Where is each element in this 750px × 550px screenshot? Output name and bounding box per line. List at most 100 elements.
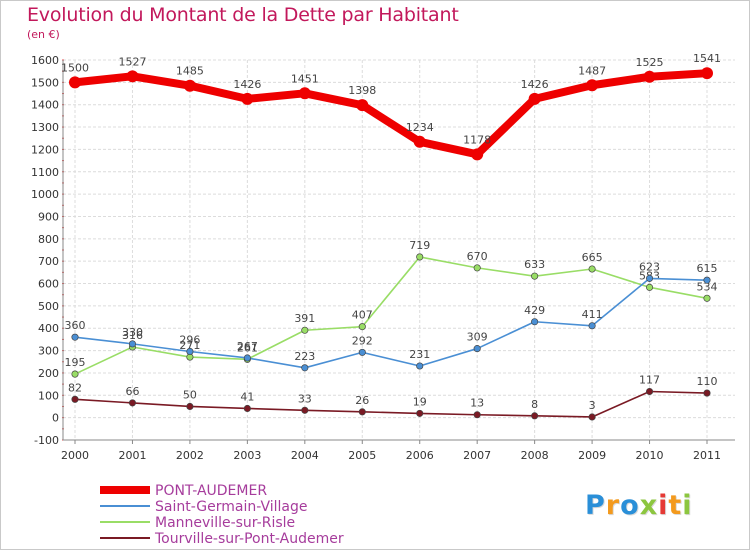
- series-point-1: [416, 362, 424, 370]
- data-label-3: 110: [697, 375, 718, 388]
- series-point-1: [703, 276, 711, 284]
- data-label-1: 267: [237, 340, 258, 353]
- logo-letter: x: [639, 490, 659, 521]
- chart-title: Evolution du Montant de la Dette par Hab…: [27, 4, 459, 26]
- y-tick-label: 1000: [31, 188, 59, 201]
- series-point-3: [243, 404, 251, 413]
- series-point-0: [69, 76, 81, 89]
- data-label-2: 665: [582, 251, 603, 264]
- data-label-2: 534: [697, 280, 718, 293]
- series-point-1: [243, 354, 251, 362]
- data-label-2: 261: [237, 341, 258, 354]
- y-tick-label: -100: [34, 434, 59, 447]
- series-point-0: [298, 87, 311, 100]
- logo-letter: i: [682, 490, 693, 521]
- logo-letter: o: [620, 490, 640, 521]
- data-label-3: 3: [589, 399, 596, 412]
- data-label-2: 719: [409, 239, 430, 252]
- x-tick-label: 2011: [693, 449, 721, 462]
- logo-letter: P: [585, 490, 606, 521]
- data-label-3: 13: [470, 397, 484, 410]
- data-label-0: 1234: [406, 121, 434, 134]
- x-tick-label: 2000: [61, 449, 89, 462]
- y-tick-label: 300: [38, 345, 59, 358]
- series-point-3: [531, 412, 539, 420]
- data-label-3: 8: [531, 398, 538, 411]
- legend-label: Tourville-sur-Pont-Audemer: [154, 531, 344, 547]
- data-label-1: 360: [65, 319, 86, 332]
- data-label-2: 391: [294, 312, 315, 325]
- series-point-3: [588, 413, 596, 421]
- series-point-0: [126, 70, 139, 83]
- x-tick-label: 2006: [406, 449, 434, 462]
- series-point-1: [128, 340, 137, 348]
- series-point-0: [528, 92, 541, 105]
- series-point-0: [643, 70, 656, 83]
- data-label-3: 19: [413, 395, 427, 408]
- x-tick-label: 2001: [118, 449, 146, 462]
- series-point-0: [586, 79, 599, 92]
- plot-area: [63, 60, 735, 440]
- data-label-2: 316: [122, 329, 143, 342]
- series-point-2: [703, 294, 711, 302]
- y-tick-label: 1200: [31, 143, 59, 156]
- data-label-3: 117: [639, 373, 660, 386]
- data-label-0: 1527: [118, 55, 146, 68]
- data-label-0: 1525: [636, 56, 664, 69]
- series-point-2: [301, 326, 309, 334]
- y-tick-label: 800: [38, 233, 59, 246]
- y-tick-label: 700: [38, 255, 59, 268]
- data-label-1: 231: [409, 348, 430, 361]
- data-label-2: 271: [179, 339, 200, 352]
- x-tick-label: 2007: [463, 449, 491, 462]
- legend-label: Manneville-sur-Risle: [155, 515, 295, 531]
- series-line-0: [71, 69, 711, 159]
- series-point-3: [645, 387, 654, 396]
- x-tick-label: 2009: [578, 449, 606, 462]
- data-label-1: 623: [639, 260, 660, 273]
- data-label-0: 1500: [61, 61, 89, 74]
- series-point-0: [471, 148, 484, 161]
- series-point-2: [531, 272, 539, 280]
- y-tick-label: 1300: [31, 121, 59, 134]
- data-label-0: 1487: [578, 64, 606, 77]
- series-line-1: [74, 277, 708, 369]
- x-tick-label: 2005: [348, 449, 376, 462]
- series-point-3: [71, 395, 79, 403]
- series-point-2: [588, 265, 596, 273]
- y-tick-label: 600: [38, 278, 59, 291]
- y-tick-label: 1100: [31, 166, 59, 179]
- data-label-1: 411: [582, 308, 603, 321]
- series-point-3: [301, 406, 309, 414]
- y-tick-label: 200: [38, 367, 59, 380]
- series-point-2: [645, 283, 654, 291]
- y-tick-label: 900: [38, 210, 59, 223]
- data-label-2: 195: [65, 356, 86, 369]
- logo-letter: i: [658, 490, 669, 521]
- series-line-2: [74, 256, 708, 375]
- data-label-0: 1398: [348, 84, 376, 97]
- data-label-0: 1485: [176, 65, 204, 78]
- series-point-3: [416, 409, 424, 417]
- series-point-1: [645, 274, 654, 282]
- x-tick-label: 2002: [176, 449, 204, 462]
- data-label-1: 615: [697, 262, 718, 275]
- series-point-1: [301, 364, 309, 372]
- data-label-2: 670: [467, 250, 488, 263]
- data-label-0: 1426: [233, 78, 261, 91]
- data-label-3: 66: [125, 385, 139, 398]
- y-tick-label: 1400: [31, 99, 59, 112]
- data-label-0: 1451: [291, 72, 319, 85]
- x-tick-label: 2010: [636, 449, 664, 462]
- logo-letter: r: [605, 490, 621, 521]
- data-label-2: 407: [352, 309, 373, 322]
- x-tick-label: 2008: [521, 449, 549, 462]
- series-line-3: [74, 390, 708, 418]
- series-point-3: [358, 408, 366, 416]
- series-point-1: [588, 322, 596, 330]
- series-point-2: [416, 253, 424, 261]
- series-point-0: [183, 79, 196, 92]
- series-point-0: [701, 67, 713, 80]
- logo-letter: t: [668, 490, 683, 521]
- series-point-3: [186, 402, 194, 411]
